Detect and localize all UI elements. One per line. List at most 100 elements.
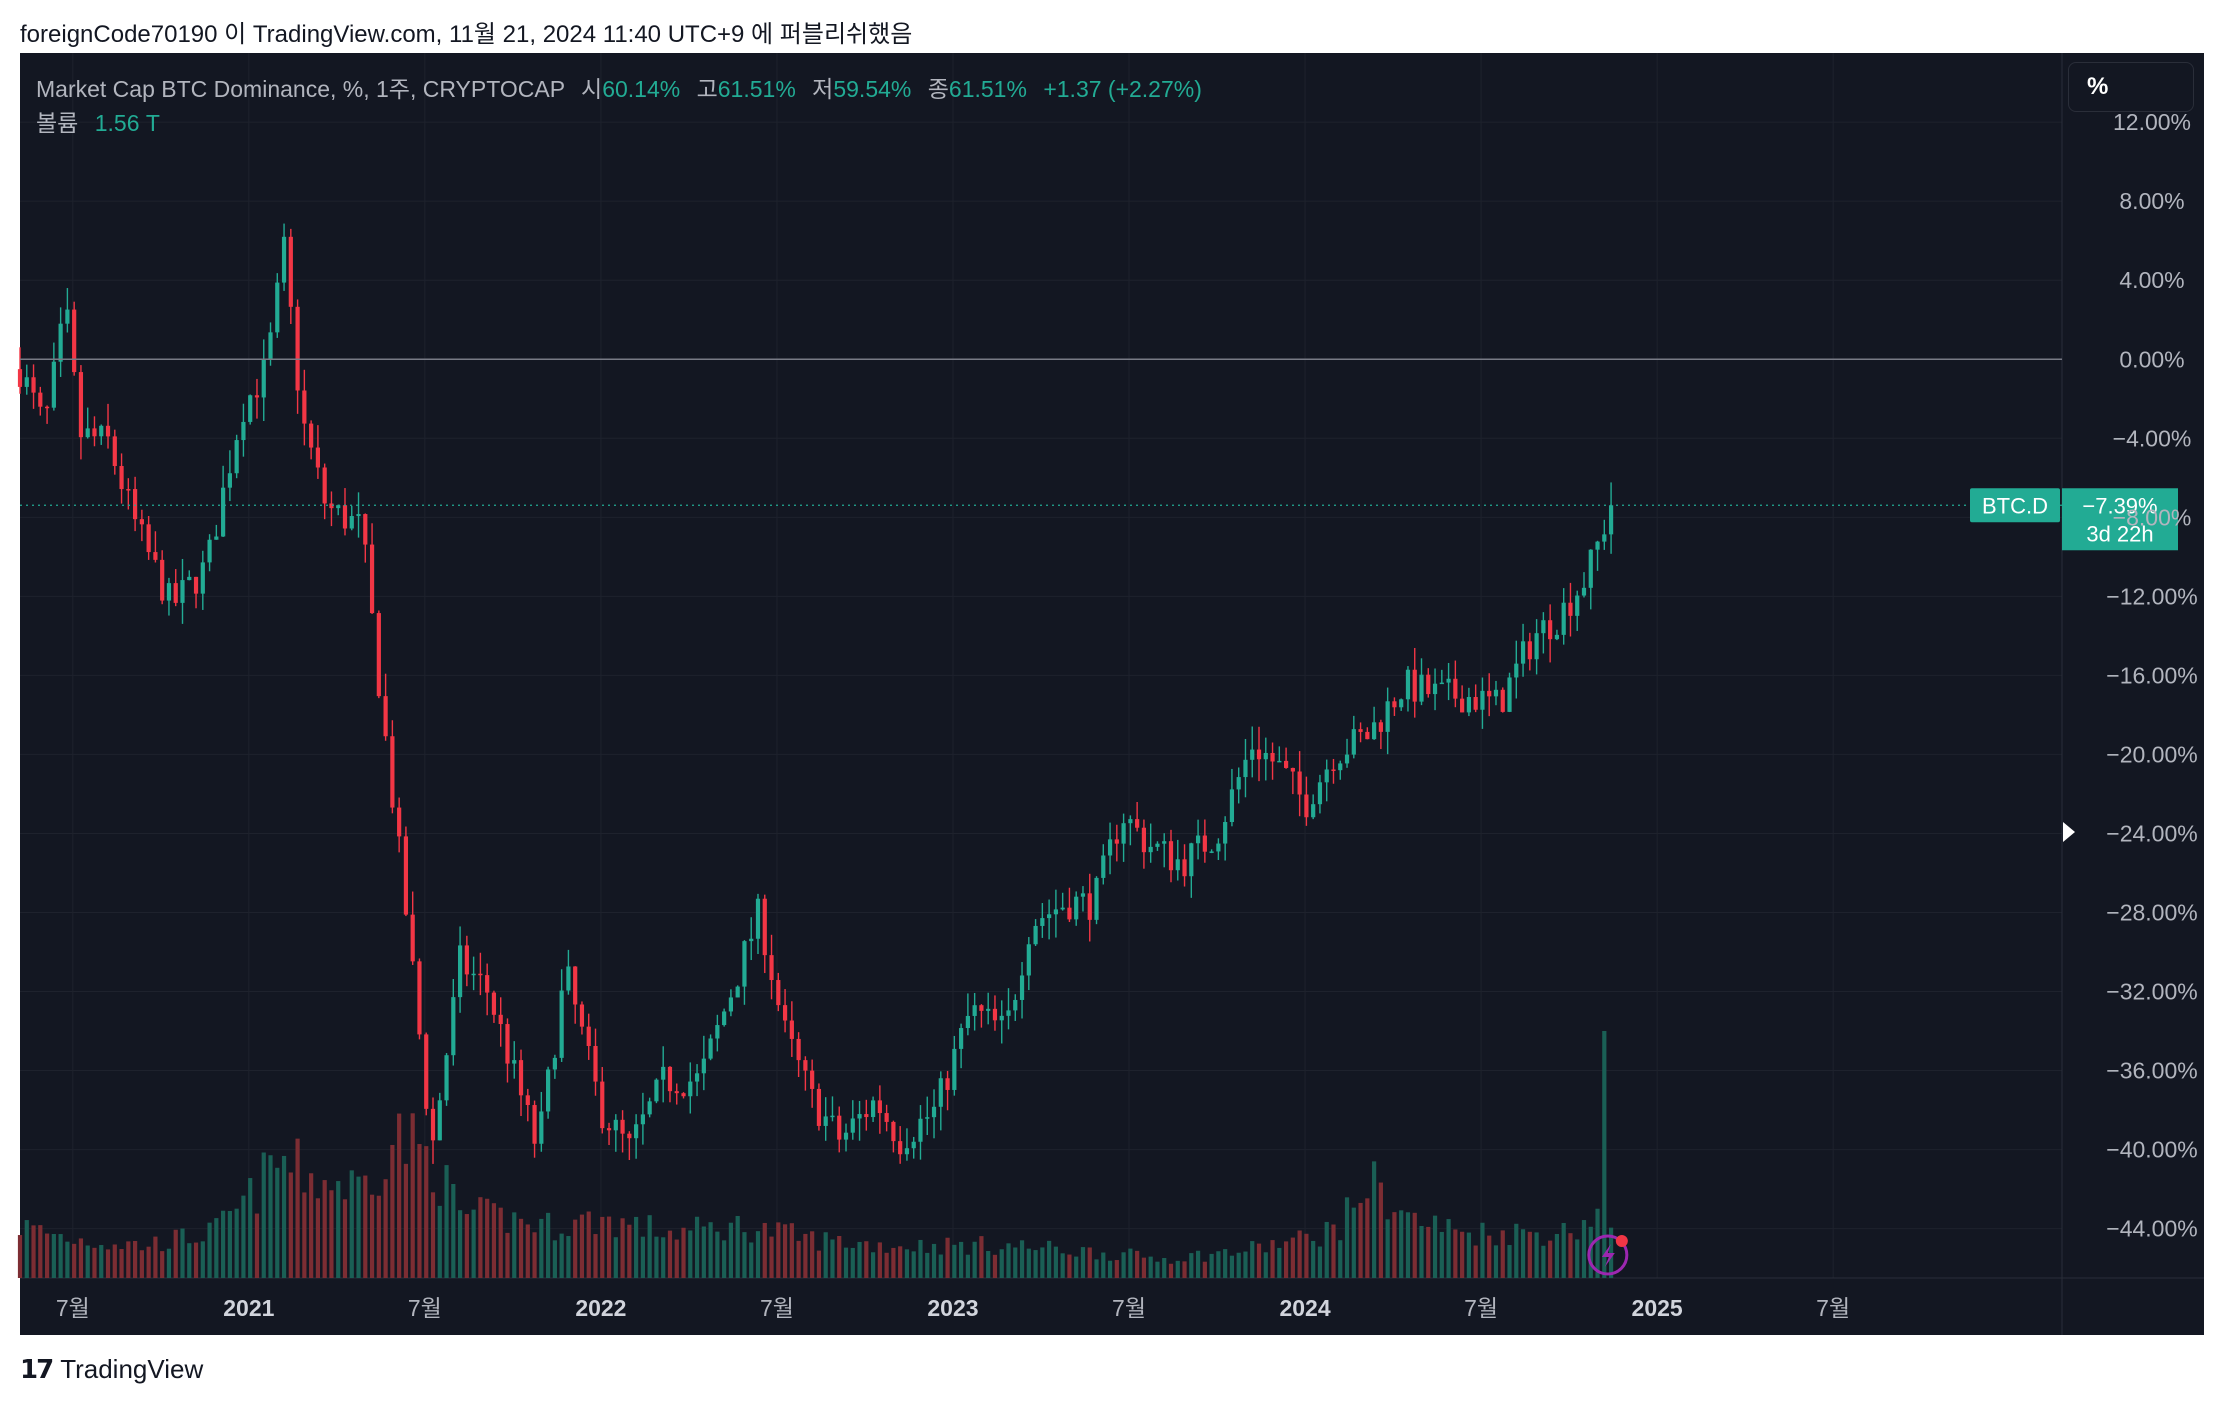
candle-body [1202,835,1207,852]
x-tick-label: 7월 [760,1295,794,1321]
volume-bar [701,1226,706,1278]
volume-bar [295,1138,300,1278]
volume-bar [823,1232,828,1278]
candle-body [1256,749,1262,760]
volume-bar [661,1237,666,1278]
candle-body [1399,699,1404,708]
candle-body [1236,777,1241,790]
candle-body [221,487,226,537]
volume-bar [512,1212,517,1278]
candle-body [1493,689,1499,697]
volume-bar [437,1205,442,1278]
volume-bar [1372,1161,1377,1278]
volume-bar [1175,1260,1180,1278]
volume-bar [986,1250,991,1278]
candle-body [640,1114,645,1125]
candle-body [38,392,43,407]
volume-bar [613,1237,618,1278]
price-badge [2062,488,2178,551]
volume-bar [1121,1252,1126,1278]
y-tick-label: −44.00% [2106,1216,2197,1242]
candle-body [857,1114,862,1119]
volume-bar [925,1252,930,1278]
volume-bar [1168,1263,1174,1278]
candle-body [349,516,354,529]
volume-bar [464,1214,469,1278]
candle-body [1365,731,1370,740]
candle-body [1033,925,1038,945]
symbol-title[interactable]: Market Cap BTC Dominance, %, 1주, CRYPTOC… [36,76,565,102]
volume-bar [92,1247,97,1278]
volume-bar [1094,1259,1099,1278]
candle-body [1561,602,1566,635]
candle-body [383,696,388,737]
volume-label[interactable]: 볼륨 [36,110,79,136]
volume-bar [451,1183,456,1278]
candle-body [1067,907,1072,920]
candle-body [566,966,571,991]
candle-body [782,1005,788,1021]
candle-body [214,536,219,540]
volume-bar [593,1234,598,1278]
candle-body [850,1118,855,1133]
volume-bar [342,1199,348,1278]
volume-bar [1067,1254,1072,1278]
candle-body [1229,789,1235,823]
volume-bar [1270,1240,1275,1278]
volume-bar [207,1222,212,1278]
volume-bar [322,1180,327,1278]
brand-name: TradingView [60,1354,204,1384]
volume-bar [1155,1261,1160,1278]
volume-bar [180,1228,185,1278]
percent-scale-button[interactable]: % [2068,62,2194,112]
candle-body [593,1045,598,1082]
volume-bar [1080,1247,1086,1278]
x-tick-label: 2025 [1632,1295,1683,1321]
candle-body [1297,771,1302,795]
volume-bar [485,1198,490,1278]
candle-body [363,514,368,545]
candle-body [1324,769,1329,783]
candle-body [133,489,138,520]
candle-body [1277,760,1282,763]
candle-body [1453,678,1458,699]
candle-body [1175,859,1180,871]
grid-lines [20,53,2204,1335]
volume-bar [1040,1247,1045,1278]
volume-bar [1514,1223,1519,1278]
y-tick-label: −8.00% [2113,504,2192,530]
candle-body [1608,505,1614,535]
candle-body [1311,804,1316,818]
low-value: 59.54% [833,76,912,102]
candle-body [1520,641,1526,664]
candle-body [356,514,361,517]
volume-bar [1026,1248,1031,1278]
y-tick-label: 8.00% [2119,188,2184,214]
volume-bar [430,1192,436,1278]
candle-body [532,1105,537,1144]
chart-frame[interactable] [20,53,2204,1335]
volume-bar [843,1247,849,1278]
volume-bar [160,1251,165,1278]
candle-body [1317,782,1323,805]
candle-body [99,425,104,437]
volume-bar [1182,1261,1187,1278]
volume-bar [288,1172,293,1278]
volume-bar [1277,1247,1282,1278]
candle-body [24,377,29,387]
candle-body [979,1005,984,1011]
volume-bar [99,1245,104,1278]
candle-body [51,361,56,408]
candle-body [187,576,192,581]
candle-body [1446,678,1451,683]
publish-info: foreignCode70190 이 TradingView.com, 11월 … [20,21,913,48]
candle-body [1432,683,1438,695]
candle-body [1270,752,1275,762]
volume-bar [166,1248,172,1278]
y-tick-label: −20.00% [2106,741,2197,767]
candle-body [464,945,469,975]
y-tick-label: −24.00% [2106,820,2197,846]
candle-body [1419,674,1424,702]
volume-bar [640,1236,645,1278]
